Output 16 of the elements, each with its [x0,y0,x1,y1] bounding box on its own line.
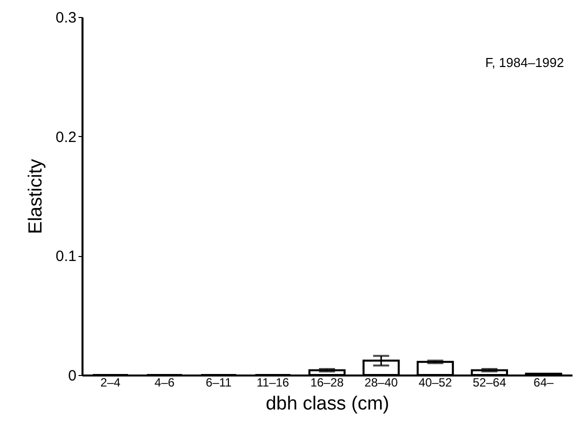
x-tick-label: 52–64 [472,376,506,390]
y-tick-label: 0.2 [56,128,76,146]
x-axis-title: dbh class (cm) [266,394,390,414]
x-tick-label: 2–4 [100,376,121,390]
y-tick-label: 0.3 [56,10,76,26]
x-tick-label: 4–6 [154,376,175,390]
y-tick-label: 0.1 [56,248,76,266]
x-tick-label: 11–16 [256,376,290,390]
x-tick-label: 6–11 [206,376,232,390]
x-tick-label: 40–52 [418,376,452,390]
annotation: F, 1984–1992 [485,55,564,70]
x-tick-label: 28–40 [364,376,398,390]
x-tick-label: 16–28 [310,376,344,390]
y-axis-title: Elasticity [26,158,47,234]
y-tick-label: 0 [68,368,76,384]
x-tick-label: 64– [534,376,554,390]
